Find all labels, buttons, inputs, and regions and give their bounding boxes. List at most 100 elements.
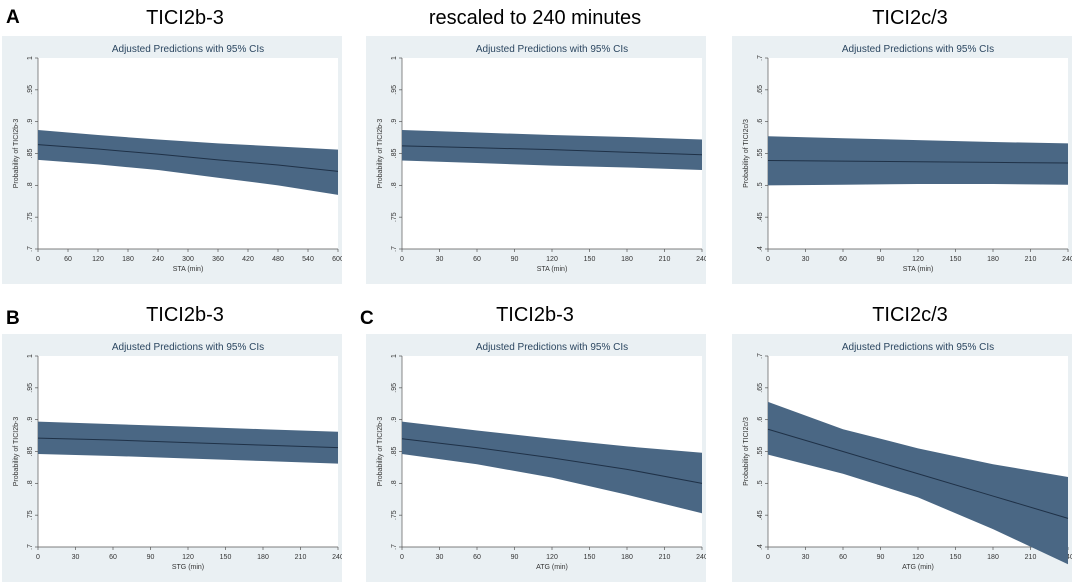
y-tick-label: 1 (391, 56, 398, 60)
chart-title: Adjusted Predictions with 95% CIs (112, 44, 264, 55)
prediction-line (401, 145, 703, 156)
y-tick-label: .85 (27, 447, 34, 457)
y-tick-label: .65 (757, 383, 764, 393)
x-tick-label: 30 (72, 554, 80, 561)
title-top-right: TICI2c/3 (872, 7, 948, 29)
y-tick-label: .65 (757, 85, 764, 95)
x-tick-label: 90 (511, 256, 519, 263)
x-tick-label: 60 (109, 554, 117, 561)
y-tick-label: .7 (27, 246, 34, 252)
x-tick-label: 240 (332, 554, 342, 561)
y-tick-label: .45 (757, 212, 764, 222)
title-top-left: TICI2b-3 (146, 7, 224, 29)
y-tick-label: .6 (757, 119, 764, 125)
x-tick-label: 0 (400, 256, 404, 263)
confidence-band (402, 421, 702, 514)
y-tick-label: .6 (757, 417, 764, 423)
x-tick-label: 240 (696, 554, 706, 561)
x-tick-label: 150 (220, 554, 232, 561)
x-tick-label: 210 (295, 554, 307, 561)
y-axis-label: Probability of TICI2b-3 (13, 119, 20, 189)
x-tick-label: 180 (621, 256, 633, 263)
x-tick-label: 90 (877, 256, 885, 263)
x-tick-label: 0 (400, 554, 404, 561)
y-tick-label: .8 (391, 182, 398, 188)
y-tick-label: .4 (757, 246, 764, 252)
prediction-line (401, 438, 703, 484)
chart-a-right: Adjusted Predictions with 95% CIs .4 .45 .5… (732, 36, 1072, 284)
y-tick-label: .8 (391, 480, 398, 486)
prediction-line (767, 428, 1069, 519)
chart-title: Adjusted Predictions with 95% CIs (476, 44, 628, 55)
x-tick-label: 30 (436, 554, 444, 561)
x-axis-label: STA (min) (903, 266, 934, 273)
x-tick-label: 30 (802, 256, 810, 263)
y-tick-label: .5 (757, 480, 764, 486)
confidence-band (38, 129, 338, 195)
x-tick-label: 240 (696, 256, 706, 263)
x-tick-label: 600 (332, 256, 342, 263)
x-tick-label: 60 (839, 554, 847, 561)
prediction-line (37, 437, 339, 449)
y-tick-label: .8 (27, 480, 34, 486)
x-tick-label: 150 (584, 554, 596, 561)
y-tick-label: .75 (391, 212, 398, 222)
x-tick-label: 180 (987, 554, 999, 561)
y-axis-label: Probability of TICI2b-3 (13, 417, 20, 487)
x-tick-label: 90 (877, 554, 885, 561)
y-tick-label: .95 (27, 383, 34, 393)
x-tick-label: 210 (659, 554, 671, 561)
x-tick-label: 90 (147, 554, 155, 561)
y-tick-label: .85 (391, 447, 398, 457)
x-tick-label: 30 (802, 554, 810, 561)
y-tick-label: .5 (757, 182, 764, 188)
x-tick-label: 0 (36, 256, 40, 263)
x-tick-label: 420 (242, 256, 254, 263)
y-tick-label: .85 (391, 149, 398, 159)
y-tick-label: .95 (27, 85, 34, 95)
x-tick-label: 120 (546, 256, 558, 263)
x-tick-label: 480 (272, 256, 284, 263)
x-tick-label: 150 (584, 256, 596, 263)
y-tick-label: .85 (27, 149, 34, 159)
y-tick-label: .9 (27, 119, 34, 125)
y-tick-label: .55 (757, 447, 764, 457)
x-tick-label: 210 (659, 256, 671, 263)
chart-b-left: Adjusted Predictions with 95% CIs .7 .75 .8… (2, 334, 342, 582)
x-tick-label: 30 (436, 256, 444, 263)
chart-title: Adjusted Predictions with 95% CIs (842, 44, 994, 55)
chart-a-left: Adjusted Predictions with 95% CIs .7 .75 .8… (2, 36, 342, 284)
x-tick-label: 360 (212, 256, 224, 263)
x-tick-label: 60 (64, 256, 72, 263)
chart-c-right: Adjusted Predictions with 95% CIs .4 .45 .5… (732, 334, 1072, 582)
confidence-band (768, 401, 1068, 565)
prediction-line (767, 160, 1069, 164)
y-tick-label: 1 (27, 56, 34, 60)
title-bottom-left: TICI2b-3 (146, 304, 224, 326)
x-tick-label: 180 (621, 554, 633, 561)
chart-a-middle: Adjusted Predictions with 95% CIs .7 .75 .8… (366, 36, 706, 284)
chart-title: Adjusted Predictions with 95% CIs (112, 342, 264, 353)
x-tick-label: 120 (92, 256, 104, 263)
x-axis-label: STG (min) (172, 564, 204, 571)
prediction-line (37, 144, 339, 172)
y-axis-label: Probability of TICI2c/3 (743, 417, 750, 486)
x-tick-label: 60 (473, 554, 481, 561)
x-tick-label: 60 (839, 256, 847, 263)
y-tick-label: .95 (391, 85, 398, 95)
x-tick-label: 180 (257, 554, 269, 561)
y-tick-label: .7 (757, 55, 764, 61)
y-tick-label: .7 (391, 246, 398, 252)
y-tick-label: .4 (757, 544, 764, 550)
y-tick-label: .7 (27, 544, 34, 550)
panel-label-b: B (6, 308, 20, 329)
title-bottom-middle: TICI2b-3 (496, 304, 574, 326)
x-axis-label: ATG (min) (536, 564, 568, 571)
x-tick-label: 150 (950, 256, 962, 263)
y-tick-label: .9 (391, 417, 398, 423)
x-tick-label: 0 (766, 554, 770, 561)
y-tick-label: .75 (27, 212, 34, 222)
y-tick-label: .7 (391, 544, 398, 550)
x-tick-label: 210 (1025, 256, 1037, 263)
panel-label-a: A (6, 7, 20, 28)
